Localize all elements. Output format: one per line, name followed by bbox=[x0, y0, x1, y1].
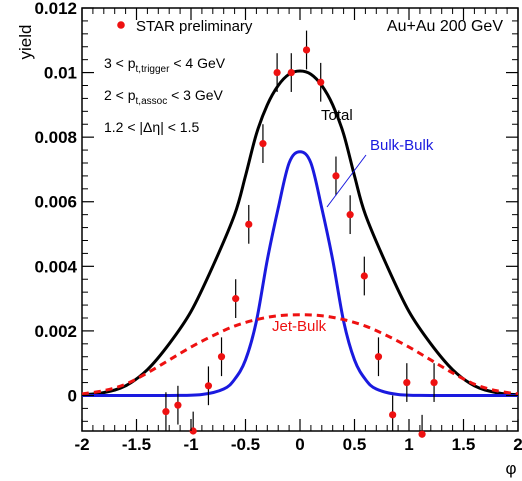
x-tick-label: 0 bbox=[295, 435, 304, 454]
x-tick-label: 0.5 bbox=[343, 435, 367, 454]
data-point bbox=[259, 140, 267, 148]
cut-assoc-label: 2 < pt,assoc < 3 GeV bbox=[104, 87, 224, 107]
data-point bbox=[245, 220, 253, 228]
bulk-bulk-curve bbox=[81, 150, 519, 398]
points-layer bbox=[162, 30, 438, 438]
legend-marker bbox=[117, 21, 125, 29]
curves-layer bbox=[81, 69, 519, 398]
jet-bulk-curve bbox=[81, 313, 519, 396]
bulk-label-pointer bbox=[326, 154, 367, 208]
cut-trigger-pre: 3 < p bbox=[104, 55, 136, 71]
data-point bbox=[302, 46, 311, 54]
y-tick-label: 0.004 bbox=[34, 257, 77, 276]
cut-assoc-pre: 2 < p bbox=[104, 87, 136, 103]
data-point bbox=[389, 411, 397, 419]
y-axis-title: yield bbox=[16, 25, 35, 60]
jet-curve-label: Jet-Bulk bbox=[272, 318, 327, 335]
y-tick-label: 0.006 bbox=[34, 193, 77, 212]
data-point bbox=[360, 272, 368, 280]
y-tick-label: 0.002 bbox=[34, 322, 77, 341]
cut-assoc-sub: t,assoc bbox=[136, 96, 168, 107]
cut-eta-label: 1.2 < |Δη| < 1.5 bbox=[104, 119, 199, 135]
x-tick-label: -0.5 bbox=[231, 435, 260, 454]
x-tick-label: -1.5 bbox=[122, 435, 151, 454]
y-tick-label: 0.012 bbox=[34, 0, 77, 18]
data-point bbox=[403, 378, 411, 387]
x-axis-title: φ bbox=[505, 459, 516, 478]
x-tick-label: 1 bbox=[404, 435, 413, 454]
data-point bbox=[418, 430, 426, 438]
y-tick-label: 0.008 bbox=[34, 128, 77, 147]
data-point bbox=[374, 353, 383, 361]
y-tick-label: 0.01 bbox=[44, 64, 77, 83]
total-curve bbox=[81, 69, 519, 397]
data-point bbox=[204, 382, 213, 390]
ticks-layer bbox=[81, 7, 519, 431]
x-tick-label: -1 bbox=[183, 435, 198, 454]
cut-trigger-label: 3 < pt,trigger < 4 GeV bbox=[104, 55, 226, 75]
legend: STAR preliminary bbox=[117, 18, 253, 35]
bulk-curve-label: Bulk-Bulk bbox=[370, 137, 434, 154]
total-curve-label: Total bbox=[321, 107, 353, 124]
cut-trigger-post: < 4 GeV bbox=[169, 55, 225, 71]
data-point bbox=[346, 211, 354, 219]
x-tick-label: 1.5 bbox=[452, 435, 476, 454]
y-tick-label: 0 bbox=[68, 386, 77, 405]
data-point bbox=[287, 68, 295, 77]
data-point bbox=[232, 295, 240, 303]
x-tick-label: -2 bbox=[74, 435, 89, 454]
data-point bbox=[162, 408, 170, 416]
cut-assoc-post: < 3 GeV bbox=[167, 87, 223, 103]
legend-label: STAR preliminary bbox=[136, 18, 253, 35]
data-point bbox=[174, 401, 182, 409]
data-point bbox=[332, 172, 340, 180]
system-label: Au+Au 200 GeV bbox=[387, 18, 503, 35]
data-point bbox=[430, 378, 438, 387]
cut-trigger-sub: t,trigger bbox=[136, 64, 171, 75]
data-point bbox=[217, 353, 226, 361]
data-point bbox=[273, 68, 281, 77]
data-point bbox=[317, 78, 325, 86]
x-tick-label: 2 bbox=[513, 435, 522, 454]
tick-labels-layer: -2 -1.5 -1 -0.5 0 0.5 1 1.5 2 0 0.002 0.004 0.006 0.0… bbox=[34, 0, 522, 454]
